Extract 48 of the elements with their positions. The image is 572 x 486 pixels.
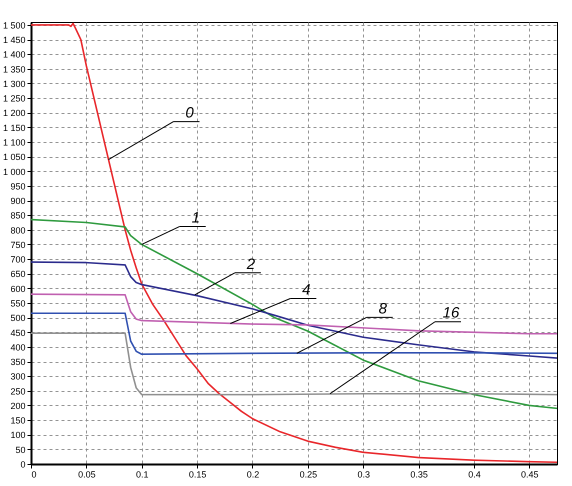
y-tick-label: 200 bbox=[10, 400, 26, 411]
y-tick-label: 1 250 bbox=[2, 94, 26, 104]
y-tick-label: 700 bbox=[10, 254, 26, 265]
y-tick-label: 0 bbox=[20, 460, 26, 470]
annotation: 0 bbox=[185, 104, 194, 122]
y-tick-label: 1 050 bbox=[2, 152, 26, 162]
y-tick-label: 250 bbox=[10, 386, 26, 396]
x-tick-label: 0.1 bbox=[136, 470, 148, 480]
annotation: 1 bbox=[192, 209, 200, 226]
y-tick-label: 1 500 bbox=[2, 20, 26, 30]
y-tick-label: 1 200 bbox=[2, 108, 26, 118]
line-series bbox=[31, 293, 557, 335]
x-tick-label: 0.05 bbox=[78, 470, 96, 480]
x-tick-label: 0 bbox=[32, 470, 37, 480]
y-tick-label: 1 450 bbox=[2, 35, 26, 46]
y-tick-label: 350 bbox=[10, 357, 26, 368]
y-tick-label: 300 bbox=[10, 372, 26, 382]
y-tick-label: 900 bbox=[10, 196, 26, 206]
y-tick-label: 450 bbox=[10, 328, 26, 338]
y-tick-label: 600 bbox=[10, 284, 26, 294]
x-tick-label: 0.3 bbox=[357, 470, 370, 480]
annotation: 16 bbox=[442, 304, 460, 322]
y-tick-label: 1 000 bbox=[2, 166, 26, 177]
x-tick-label: 0.4 bbox=[468, 470, 481, 480]
y-tick-label: 800 bbox=[10, 225, 26, 236]
y-tick-label: 100 bbox=[10, 430, 26, 440]
x-tick-label: 0.15 bbox=[188, 470, 206, 480]
annotation: 8 bbox=[378, 300, 388, 318]
y-tick-label: 850 bbox=[10, 210, 26, 221]
y-tick-label: 50 bbox=[15, 444, 26, 455]
y-tick-label: 150 bbox=[10, 416, 26, 426]
x-tick-label: 0.25 bbox=[300, 470, 318, 480]
y-tick-label: 400 bbox=[10, 342, 26, 352]
y-tick-label: 950 bbox=[10, 181, 26, 192]
y-tick-label: 650 bbox=[10, 269, 26, 280]
y-tick-label: 1 300 bbox=[2, 78, 26, 89]
y-tick-label: 500 bbox=[10, 313, 26, 324]
y-tick-label: 1 400 bbox=[2, 50, 26, 60]
y-tick-label: 1 150 bbox=[2, 122, 26, 133]
x-tick-label: 0.2 bbox=[246, 470, 260, 480]
annotation: 4 bbox=[302, 281, 310, 298]
y-tick-label: 1 350 bbox=[2, 64, 26, 74]
y-tick-label: 1 100 bbox=[2, 138, 26, 148]
x-tick-label: 0.45 bbox=[521, 470, 539, 480]
y-tick-label: 550 bbox=[10, 298, 26, 309]
x-tick-label: 0.35 bbox=[410, 470, 428, 480]
y-tick-label: 750 bbox=[10, 240, 26, 250]
annotation: 2 bbox=[246, 256, 256, 273]
